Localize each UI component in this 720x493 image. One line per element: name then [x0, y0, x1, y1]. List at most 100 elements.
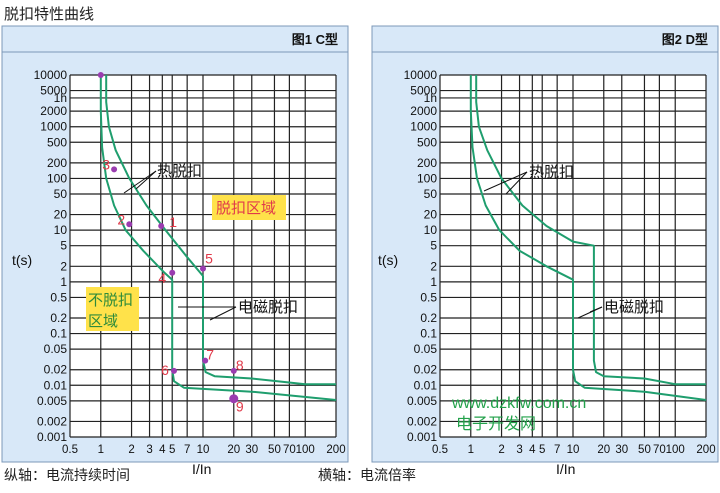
- y-tick-label: 0.02: [414, 363, 438, 377]
- x-tick-label: 1: [468, 444, 474, 456]
- y-tick-label: 0.5: [50, 290, 67, 304]
- x-tick-label: 20: [597, 444, 610, 456]
- marker-label-2: 2: [117, 211, 125, 227]
- y-tick-label: 0.01: [414, 378, 438, 392]
- chart-2-x-axis-label: I/In: [556, 461, 575, 477]
- trip-region-label: 脱扣区域: [216, 200, 276, 217]
- y-tick-label: 50: [424, 187, 438, 201]
- y-tick-label: 0.1: [50, 327, 67, 341]
- x-tick-label: 20: [227, 444, 240, 456]
- chart-2-grid: [439, 74, 707, 438]
- chart-1-x-axis-label: I/In: [192, 461, 211, 477]
- x-tick-label: 2: [128, 444, 134, 456]
- y-tick-label: 0.05: [414, 342, 438, 356]
- data-marker: [200, 265, 206, 272]
- y-tick-label: 20: [424, 208, 438, 222]
- y-tick-label: 5: [430, 239, 437, 253]
- x-tick-label: 10: [567, 444, 580, 456]
- chart-2-thermal-trip-label: 热脱扣: [529, 164, 574, 181]
- y-tick-label: 0.002: [37, 414, 67, 428]
- y-tick-label: 5: [60, 239, 67, 253]
- y-tick-label: 1h: [54, 91, 67, 105]
- no-trip-region-highlight: [86, 287, 139, 331]
- y-tick-label: 0.1: [420, 327, 437, 341]
- y-tick-label: 1: [60, 275, 67, 289]
- x-tick-label: 200: [696, 444, 715, 456]
- x-tick-label: 4: [529, 444, 536, 456]
- x-tick-label: 7: [184, 444, 190, 456]
- y-tick-label: 10000: [34, 68, 68, 82]
- y-tick-label: 0.02: [44, 363, 68, 377]
- x-tick-label: 0.5: [432, 444, 448, 456]
- y-tick-label: 200: [47, 156, 67, 170]
- caption-y-axis: 纵轴：电流持续时间: [4, 468, 130, 484]
- trip-curve-lower: [99, 75, 337, 401]
- chart-1-markers: 1 2 3 4 5 6 7 8 9: [97, 72, 244, 415]
- x-tick-label: 50: [268, 444, 281, 456]
- y-tick-label: 5000: [410, 84, 437, 98]
- chart-2-series: [469, 75, 707, 401]
- data-marker: [97, 72, 104, 78]
- data-marker: [158, 223, 165, 230]
- y-tick-label: 0.05: [44, 342, 68, 356]
- y-tick-label: 0.001: [37, 430, 67, 444]
- trip-curve-upper: [105, 75, 336, 386]
- y-tick-label: 20: [54, 208, 68, 222]
- trip-curve-upper: [475, 75, 706, 386]
- marker-label-3: 3: [102, 156, 110, 172]
- y-tick-label: 0.01: [44, 378, 68, 392]
- y-tick-label: 0.005: [407, 394, 437, 408]
- y-tick-label: 1: [430, 275, 437, 289]
- x-tick-label: 3: [516, 444, 522, 456]
- x-tick-label: 100: [666, 444, 685, 456]
- no-trip-region-label-1: 不脱扣: [88, 292, 133, 309]
- x-tick-label: 5: [539, 444, 545, 456]
- x-tick-label: 30: [615, 444, 628, 456]
- marker-label-8: 8: [236, 357, 244, 373]
- data-marker: [170, 367, 177, 374]
- y-tick-label: 100: [417, 171, 437, 185]
- x-tick-label: 50: [638, 444, 651, 456]
- data-marker: [169, 269, 176, 276]
- x-tick-label: 5: [169, 444, 175, 456]
- y-tick-label: 0.2: [420, 311, 437, 325]
- x-tick-label: 70: [653, 444, 666, 456]
- y-tick-label: 0.2: [50, 311, 67, 325]
- chart-1-x-tick-labels: 0.5 1 2 3 4 5 7 10 20 30 50 70 100 200: [62, 444, 346, 456]
- y-tick-label: 50: [54, 187, 68, 201]
- y-tick-label: 0.002: [407, 414, 437, 428]
- marker-label-4: 4: [158, 270, 166, 286]
- y-tick-label: 1000: [40, 120, 67, 134]
- x-tick-label: 7: [554, 444, 560, 456]
- chart-1-title: 图1 C型: [292, 32, 338, 47]
- no-trip-region-label-2: 区域: [88, 313, 118, 330]
- x-tick-label: 2: [498, 444, 504, 456]
- chart-1-magnetic-trip-label: 电磁脱扣: [238, 299, 298, 316]
- chart-1-y-axis-label: t(s): [12, 252, 32, 268]
- y-tick-label: 2000: [40, 104, 67, 118]
- page-title: 脱扣特性曲线: [4, 5, 95, 23]
- y-tick-label: 0.005: [37, 394, 67, 408]
- y-tick-label: 500: [417, 135, 437, 149]
- y-tick-label: 500: [47, 135, 67, 149]
- watermark-cn: 电子开发网: [456, 415, 536, 433]
- data-marker: [229, 394, 239, 404]
- y-tick-label: 1000: [410, 120, 437, 134]
- chart-2-magnetic-trip-label: 电磁脱扣: [604, 299, 664, 316]
- y-tick-label: 1h: [424, 91, 437, 105]
- y-tick-label: 2: [60, 259, 67, 273]
- watermark-url: www.dzkfw.com.cn: [451, 395, 586, 412]
- y-tick-label: 5000: [40, 84, 67, 98]
- x-tick-label: 4: [159, 444, 166, 456]
- y-tick-label: 2: [430, 259, 437, 273]
- y-tick-label: 0.5: [420, 290, 437, 304]
- y-tick-label: 10: [54, 223, 68, 237]
- y-tick-label: 10: [424, 223, 438, 237]
- marker-label-6: 6: [161, 362, 169, 378]
- x-tick-label: 100: [296, 444, 315, 456]
- chart-1-thermal-trip-label: 热脱扣: [157, 163, 202, 180]
- x-tick-label: 10: [197, 444, 210, 456]
